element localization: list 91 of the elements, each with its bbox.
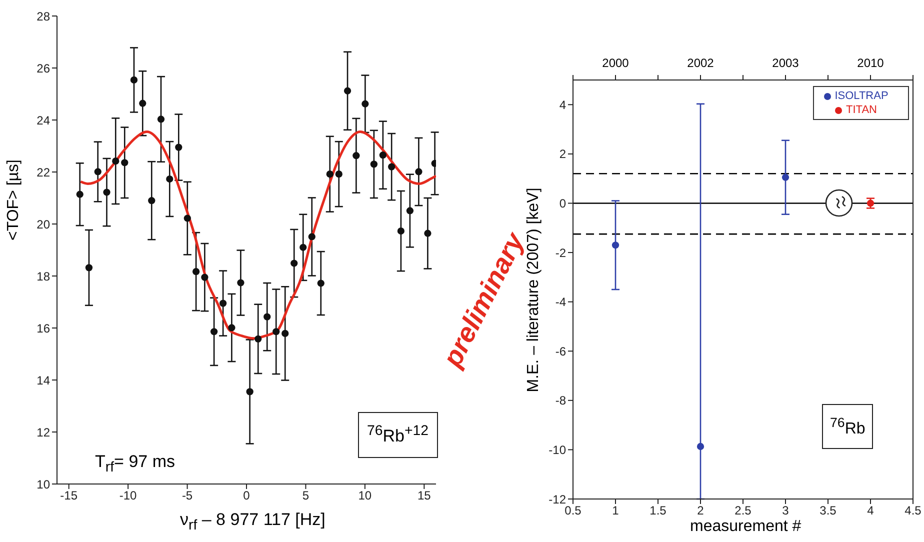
point: [219, 300, 227, 307]
legend-label: TITAN: [846, 104, 877, 116]
y-tick-label: -4: [555, 295, 566, 310]
y-tick-label: -2: [555, 246, 566, 260]
y-tick-label: 12: [36, 425, 50, 440]
text: 2000: [602, 56, 629, 70]
x-tick-label: 2: [697, 504, 704, 518]
y-tick-label: 10: [36, 477, 50, 492]
y-tick-label: 22: [36, 165, 50, 180]
point: [94, 168, 102, 176]
point: [139, 100, 146, 107]
y-tick-label: 14: [36, 373, 50, 388]
x-tick-label: 4: [867, 504, 874, 518]
text: 2002: [687, 56, 714, 70]
point: [254, 335, 262, 342]
y-tick-label: -12: [548, 492, 566, 506]
point: [424, 230, 432, 237]
y-tick-label: 2: [559, 147, 566, 162]
point: [201, 274, 208, 281]
point: [85, 264, 93, 272]
x-tick-label: 3.5: [820, 504, 837, 518]
x-tick-label: 15: [417, 488, 432, 503]
x-axis-title: ν$_{rf}$ – 8 977 117 [Hz]: [180, 510, 326, 534]
x-tick-label: 10: [358, 488, 372, 503]
x-tick-label: -10: [119, 488, 138, 503]
point: [175, 144, 182, 151]
y-tick-label: 28: [36, 9, 50, 24]
point: [76, 190, 84, 198]
point: [696, 442, 704, 450]
point: [406, 207, 414, 214]
y-tick-label: -6: [555, 344, 566, 358]
x-tick-label: 1.5: [650, 504, 667, 518]
point: [379, 152, 387, 159]
x-tick-label: 5: [302, 488, 310, 503]
point: [112, 158, 120, 165]
point: [352, 152, 360, 160]
point: [308, 233, 316, 240]
point: [272, 328, 280, 336]
y-tick-label: 26: [36, 61, 50, 76]
point: [237, 279, 244, 286]
point: [335, 170, 342, 178]
annotation: $^{76}$Rb$^{+12}$: [358, 412, 438, 458]
y-tick-label: 16: [36, 321, 50, 336]
point: [415, 168, 422, 176]
y-tick-label: -10: [548, 442, 566, 457]
y-axis-title: <TOF> [µs]: [5, 160, 23, 240]
x-tick-label: -5: [182, 488, 193, 503]
point: [317, 280, 324, 287]
point: [612, 242, 620, 249]
point: [192, 268, 200, 276]
point: [326, 170, 334, 178]
text: 2010: [857, 56, 884, 70]
annotation: T$_{rf}$= 97 ms: [95, 452, 175, 476]
point: [148, 197, 156, 204]
point: [210, 328, 218, 336]
point: [184, 214, 191, 222]
x-tick-label: 3: [782, 504, 790, 518]
point: [157, 116, 165, 123]
point: [130, 76, 138, 84]
y-tick-label: 18: [36, 269, 50, 284]
x-tick-label: 1: [612, 504, 620, 518]
x-tick-label: -15: [60, 488, 78, 503]
point: [121, 159, 128, 166]
y-axis-title: M.E. – literature (2007) [keV]: [525, 188, 543, 392]
x-tick-label: 0.5: [564, 504, 582, 518]
point: [362, 100, 369, 108]
point: [264, 313, 271, 320]
point: [344, 87, 352, 94]
point: [246, 388, 254, 396]
point: [282, 330, 289, 338]
point: [166, 175, 174, 183]
y-tick-label: 0: [559, 196, 566, 210]
x-tick-label: 2.5: [734, 504, 752, 518]
y-tick-label: 20: [36, 217, 50, 232]
annotation: $^{76}$Rb: [822, 404, 874, 450]
text: 2003: [772, 56, 799, 70]
legend-label: ISOLTRAP: [834, 90, 888, 102]
point: [397, 227, 405, 235]
x-axis-title: measurement #: [690, 518, 802, 536]
point: [290, 260, 298, 267]
point: [782, 174, 790, 181]
point: [228, 324, 236, 332]
y-tick-label: 24: [36, 113, 50, 128]
x-tick-label: 4.5: [904, 504, 922, 518]
point: [370, 160, 378, 168]
point: [388, 163, 396, 170]
x-tick-label: 0: [243, 488, 250, 503]
y-tick-label: 4: [559, 98, 566, 112]
y-tick-label: -8: [555, 394, 566, 408]
point: [103, 188, 110, 196]
point: [300, 244, 307, 251]
